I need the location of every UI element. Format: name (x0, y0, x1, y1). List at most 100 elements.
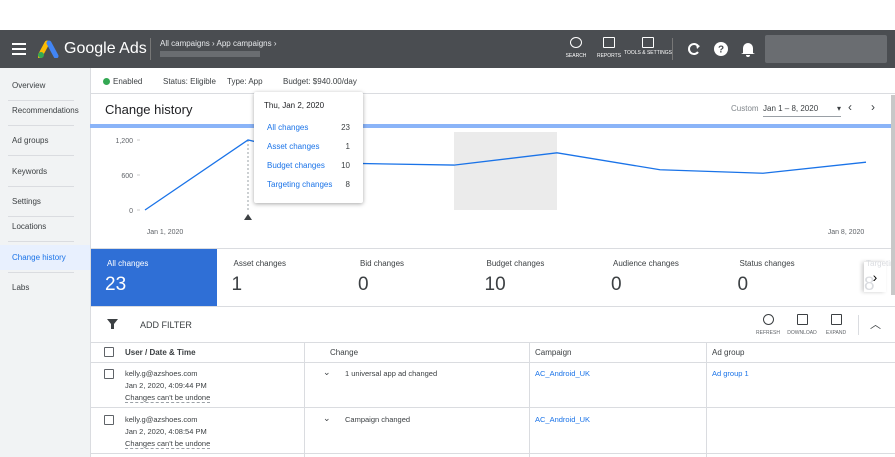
sidebar-item[interactable]: Keywords (12, 167, 47, 176)
svg-text:?: ? (718, 45, 724, 56)
tab-value[interactable]: 0 (358, 274, 369, 296)
tab-label[interactable]: Audience changes (613, 259, 679, 268)
checkbox[interactable] (104, 369, 114, 379)
user: kelly.g@azshoes.com (125, 415, 198, 424)
date-picker[interactable]: Jan 1 – 8, 2020▾ (763, 104, 841, 117)
chart: 06001,200Jan 1, 2020Jan 8, 2020 (90, 124, 895, 248)
crumb[interactable]: All campaigns (160, 39, 210, 48)
tool-icon[interactable] (570, 37, 582, 48)
checkbox[interactable] (104, 415, 114, 425)
divider (90, 93, 895, 94)
campaign[interactable]: AC_Android_UK (535, 369, 590, 378)
column-header[interactable]: Change (330, 348, 358, 357)
crumb[interactable]: App campaigns (216, 39, 271, 48)
action-label[interactable]: EXPAND (816, 330, 856, 336)
brand: Google Ads (64, 40, 147, 58)
sidebar-item[interactable]: Ad groups (12, 136, 48, 145)
prev[interactable]: ‹ (848, 100, 852, 114)
sidebar-item[interactable]: Overview (12, 81, 45, 90)
divider (90, 306, 895, 307)
action-icon[interactable] (797, 314, 808, 325)
column-header[interactable]: Ad group (712, 348, 744, 357)
tooltip-label: Asset changes (267, 142, 319, 151)
divider (90, 407, 895, 408)
divider (672, 38, 673, 60)
divider (90, 453, 895, 454)
tab-value[interactable]: 23 (105, 274, 126, 296)
tab-value[interactable]: 1 (232, 274, 243, 296)
tooltip: Thu, Jan 2, 2020 All changes 23 Asset chan… (254, 92, 363, 203)
expand-chevron[interactable]: ⌄ (323, 413, 331, 424)
tooltip-label: Budget changes (267, 161, 325, 170)
tab-label[interactable]: Status changes (740, 259, 795, 268)
divider (90, 362, 895, 363)
tab-label[interactable]: Budget changes (487, 259, 545, 268)
status-dot (103, 78, 110, 85)
sidebar-sep (8, 100, 74, 101)
column-divider (304, 342, 305, 457)
ad-group[interactable]: Ad group 1 (712, 369, 749, 378)
checkbox[interactable] (104, 347, 114, 357)
tooltip-count: 23 (341, 123, 350, 132)
note: Changes can't be undone (125, 393, 210, 403)
tool-label[interactable]: TOOLS & SETTINGS (623, 50, 673, 56)
x-tick-label: Jan 1, 2020 (147, 229, 184, 236)
blue-bar (90, 124, 895, 128)
next[interactable]: › (871, 100, 875, 114)
date-label: Custom (731, 104, 759, 113)
tab-value[interactable]: 0 (611, 274, 622, 296)
sidebar-sep (8, 125, 74, 126)
divider (90, 342, 895, 343)
x-tick-label: Jan 8, 2020 (828, 229, 865, 236)
column-divider (529, 342, 530, 457)
redacted (160, 51, 260, 57)
sidebar-sep (8, 155, 74, 156)
sidebar-item[interactable]: Change history (12, 253, 66, 262)
tool-icon[interactable] (603, 37, 615, 48)
sidebar-item[interactable]: Locations (12, 222, 46, 231)
expand-chevron[interactable]: ⌄ (323, 367, 331, 378)
campaign[interactable]: AC_Android_UK (535, 415, 590, 424)
user: kelly.g@azshoes.com (125, 369, 198, 378)
time: Jan 2, 2020, 4:09:44 PM (125, 381, 207, 390)
tab-label[interactable]: All changes (107, 259, 148, 268)
sidebar-sep (8, 186, 74, 187)
add-filter[interactable]: ADD FILTER (140, 320, 192, 330)
tooltip-count: 8 (346, 180, 350, 189)
tooltip-label: All changes (267, 123, 308, 132)
sidebar-item[interactable]: Recommendations (12, 106, 79, 115)
scrollbar (891, 95, 895, 295)
tab-label[interactable]: Bid changes (360, 259, 404, 268)
highlight-band (454, 132, 557, 210)
sidebar-sep (8, 272, 74, 273)
page: Google Ads All campaigns › App campaigns… (0, 0, 895, 457)
action-icon[interactable] (831, 314, 842, 325)
breadcrumb[interactable]: All campaigns › App campaigns › (160, 39, 277, 48)
tooltip-count: 1 (346, 142, 350, 151)
sidebar-item[interactable]: Settings (12, 197, 41, 206)
menu-icon[interactable] (12, 42, 28, 56)
tab-label[interactable]: Asset changes (234, 259, 286, 268)
collapse[interactable]: ︿ (870, 316, 881, 332)
title: Change history (105, 102, 192, 117)
action-icon[interactable] (763, 314, 774, 325)
sidebar-sep (8, 216, 74, 217)
filter-icon[interactable] (107, 318, 119, 330)
tooltip-date: Thu, Jan 2, 2020 (264, 101, 324, 110)
header-icons[interactable]: ? (686, 41, 766, 57)
column-divider (706, 342, 707, 457)
tab-value[interactable]: 10 (485, 274, 506, 296)
tab-value[interactable]: 0 (738, 274, 749, 296)
tab-value[interactable]: 8 (864, 274, 875, 296)
tooltip-count: 10 (341, 161, 350, 170)
y-tick-label: 1,200 (115, 138, 133, 145)
note: Changes can't be undone (125, 439, 210, 449)
sidebar-item[interactable]: Labs (12, 283, 29, 292)
tool-icon[interactable] (642, 37, 654, 48)
account-redacted[interactable] (765, 35, 887, 63)
tooltip-label: Targeting changes (267, 180, 332, 189)
column-header[interactable]: Campaign (535, 348, 571, 357)
status: Budget: $940.00/day (283, 77, 357, 86)
y-tick-label: 600 (121, 173, 133, 180)
column-header[interactable]: User / Date & Time (125, 348, 196, 357)
